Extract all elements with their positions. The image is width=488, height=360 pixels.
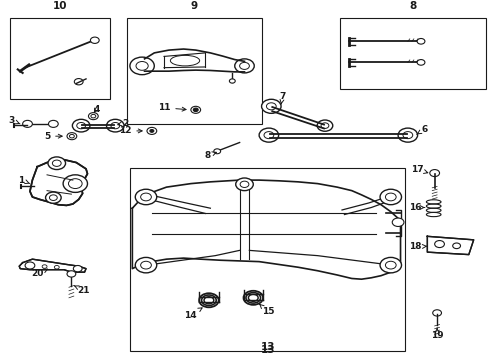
Circle shape: [45, 192, 61, 203]
Circle shape: [90, 37, 99, 44]
Circle shape: [193, 108, 198, 112]
Circle shape: [261, 99, 281, 113]
Text: 14: 14: [183, 308, 202, 320]
Circle shape: [73, 265, 82, 272]
Circle shape: [67, 133, 77, 140]
Circle shape: [147, 127, 157, 134]
Polygon shape: [30, 160, 87, 206]
Circle shape: [135, 189, 157, 205]
Circle shape: [429, 170, 439, 177]
Text: 8: 8: [204, 151, 216, 160]
Polygon shape: [19, 259, 86, 272]
Circle shape: [397, 128, 417, 142]
Circle shape: [391, 218, 403, 226]
Text: 16: 16: [408, 203, 424, 212]
Bar: [339, 18, 485, 89]
Circle shape: [452, 243, 460, 249]
Text: 4: 4: [93, 105, 99, 114]
Circle shape: [74, 78, 83, 85]
Circle shape: [432, 310, 441, 316]
Text: 17: 17: [410, 165, 427, 174]
Circle shape: [434, 240, 444, 248]
Circle shape: [259, 128, 278, 142]
Circle shape: [25, 262, 35, 269]
Circle shape: [317, 120, 332, 131]
Circle shape: [379, 189, 401, 205]
Text: 5: 5: [44, 132, 62, 141]
Circle shape: [229, 79, 235, 83]
Circle shape: [72, 119, 90, 132]
Circle shape: [48, 120, 58, 127]
Text: 13: 13: [260, 345, 275, 355]
Text: 11: 11: [158, 103, 185, 112]
Circle shape: [48, 157, 65, 170]
Text: 10: 10: [53, 1, 67, 12]
Text: 18: 18: [408, 242, 426, 251]
Text: 15: 15: [259, 304, 274, 316]
Text: 12: 12: [119, 126, 142, 135]
Circle shape: [416, 39, 424, 44]
Circle shape: [135, 257, 157, 273]
Text: 7: 7: [279, 92, 285, 104]
Circle shape: [88, 113, 98, 120]
Bar: [130, 168, 405, 351]
Circle shape: [22, 120, 32, 127]
Bar: [127, 18, 261, 124]
Bar: [10, 18, 110, 99]
Text: 20: 20: [31, 269, 47, 278]
Text: 1: 1: [18, 176, 30, 185]
Text: 3: 3: [8, 116, 20, 125]
Circle shape: [63, 175, 87, 192]
Text: 6: 6: [416, 125, 427, 134]
Circle shape: [416, 59, 424, 65]
Text: 2: 2: [118, 119, 128, 128]
Text: 21: 21: [74, 285, 90, 294]
Circle shape: [106, 119, 124, 132]
Text: 8: 8: [408, 1, 415, 12]
Text: 13: 13: [260, 342, 275, 352]
Circle shape: [213, 149, 220, 154]
Text: 9: 9: [190, 1, 198, 12]
Circle shape: [234, 59, 254, 73]
Circle shape: [190, 106, 200, 113]
Circle shape: [150, 130, 154, 132]
Circle shape: [130, 57, 154, 75]
Text: 19: 19: [430, 328, 443, 340]
Polygon shape: [427, 236, 473, 255]
Circle shape: [235, 178, 253, 191]
Polygon shape: [132, 180, 400, 279]
Circle shape: [379, 257, 401, 273]
Circle shape: [67, 271, 76, 277]
